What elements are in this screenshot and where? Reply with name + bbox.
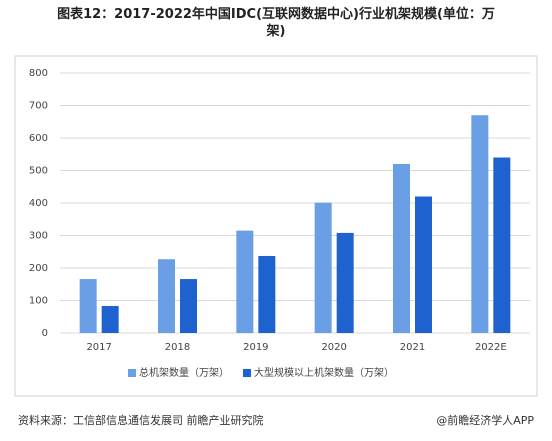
y-tick-label: 700: [29, 101, 48, 112]
x-tick-label: 2020: [321, 342, 346, 353]
bar: [180, 279, 197, 333]
bar: [236, 230, 254, 333]
x-tick-label: 2017: [86, 342, 111, 353]
y-tick-label: 300: [29, 231, 48, 242]
x-tick-label: 2022E: [475, 342, 507, 353]
x-tick-label: 2021: [400, 342, 425, 353]
bar: [158, 259, 175, 333]
bar: [258, 255, 276, 333]
y-tick-label: 500: [29, 166, 48, 177]
bar: [415, 196, 432, 333]
legend-label: 大型规模以上机架数量（万架）: [254, 366, 394, 379]
bar: [471, 115, 489, 333]
y-tick-label: 400: [29, 198, 48, 209]
y-tick-label: 800: [29, 68, 48, 79]
x-tick-label: 2019: [243, 342, 268, 353]
x-tick-label: 2018: [165, 342, 190, 353]
y-tick-label: 600: [29, 133, 48, 144]
legend-swatch: [128, 369, 136, 377]
y-tick-label: 200: [29, 263, 48, 274]
y-tick-label: 0: [42, 328, 48, 339]
bar: [336, 232, 354, 333]
chart-frame: [14, 55, 538, 397]
y-tick-label: 100: [29, 296, 48, 307]
credit: @前瞻经济学人APP: [436, 413, 534, 427]
legend-swatch: [243, 369, 251, 377]
bar: [101, 306, 119, 333]
bar: [79, 279, 97, 333]
bar: [393, 164, 410, 333]
legend-label: 总机架数量（万架）: [139, 366, 229, 379]
source: 资料来源：工信部信息通信发展司 前瞻产业研究院: [18, 413, 264, 427]
chart-title: 图表12：2017-2022年中国IDC(互联网数据中心)行业机架规模(单位：万…: [57, 6, 495, 39]
bar: [314, 202, 332, 333]
bar: [493, 157, 511, 333]
